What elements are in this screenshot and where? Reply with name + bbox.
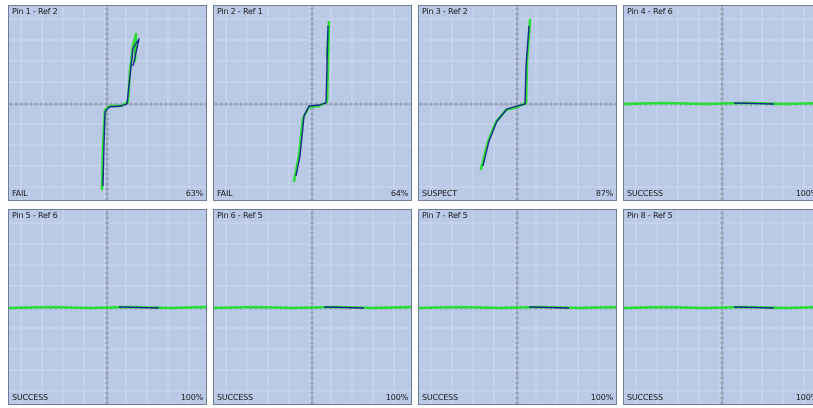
iv-plot xyxy=(419,210,616,404)
panel-status: FAIL xyxy=(217,189,233,198)
iv-plot xyxy=(419,6,616,200)
iv-plot xyxy=(9,6,206,200)
panel-status: SUCCESS xyxy=(12,393,48,402)
measured-trace xyxy=(624,305,813,310)
panel-match-percent: 64% xyxy=(390,189,408,198)
pin-panel[interactable]: Pin 8 - Ref 5 SUCCESS 100% xyxy=(623,209,813,405)
plot-axes xyxy=(9,6,206,200)
panel-status: FAIL xyxy=(12,189,28,198)
panel-match-percent: 100% xyxy=(795,189,813,198)
panel-title: Pin 2 - Ref 1 xyxy=(217,7,263,16)
reference-trace xyxy=(733,306,775,309)
measured-trace xyxy=(419,305,616,310)
panel-title: Pin 1 - Ref 2 xyxy=(12,7,58,16)
panel-title: Pin 3 - Ref 2 xyxy=(422,7,468,16)
reference-trace xyxy=(528,306,570,309)
pin-panel[interactable]: Pin 6 - Ref 5 SUCCESS 100% xyxy=(213,209,412,405)
panel-status: SUCCESS xyxy=(627,189,663,198)
panel-title: Pin 6 - Ref 5 xyxy=(217,211,263,220)
panel-match-percent: 87% xyxy=(595,189,613,198)
iv-plot xyxy=(214,210,411,404)
reference-trace xyxy=(295,25,329,177)
panel-match-percent: 100% xyxy=(385,393,408,402)
plot-axes xyxy=(419,6,616,200)
pin-panel[interactable]: Pin 4 - Ref 6 SUCCESS 100% xyxy=(623,5,813,201)
reference-trace xyxy=(118,306,160,309)
panel-match-percent: 100% xyxy=(590,393,613,402)
measured-trace xyxy=(9,305,206,310)
measured-trace xyxy=(292,20,331,183)
pin-panel[interactable]: Pin 3 - Ref 2 SUSPECT 87% xyxy=(418,5,617,201)
reference-trace xyxy=(102,38,140,187)
reference-trace xyxy=(733,102,775,105)
measured-trace xyxy=(624,101,813,106)
iv-plot xyxy=(9,210,206,404)
panel-status: SUSPECT xyxy=(422,189,457,198)
panel-title: Pin 4 - Ref 6 xyxy=(627,7,673,16)
plot-axes xyxy=(214,6,411,200)
panel-title: Pin 7 - Ref 5 xyxy=(422,211,468,220)
plot-gridlines xyxy=(9,6,206,200)
iv-plot xyxy=(214,6,411,200)
panel-status: SUCCESS xyxy=(422,393,458,402)
panel-title: Pin 8 - Ref 5 xyxy=(627,211,673,220)
iv-plot xyxy=(624,210,813,404)
panel-match-percent: 63% xyxy=(185,189,203,198)
reference-trace xyxy=(482,25,530,167)
pin-panel[interactable]: Pin 7 - Ref 5 SUCCESS 100% xyxy=(418,209,617,405)
measured-trace xyxy=(214,305,411,310)
panel-status: SUCCESS xyxy=(627,393,663,402)
pin-panel[interactable]: Pin 5 - Ref 6 SUCCESS 100% xyxy=(8,209,207,405)
iv-plot xyxy=(624,6,813,200)
panel-match-percent: 100% xyxy=(795,393,813,402)
pin-panel[interactable]: Pin 2 - Ref 1 FAIL 64% xyxy=(213,5,412,201)
panel-title: Pin 5 - Ref 6 xyxy=(12,211,58,220)
panel-match-percent: 100% xyxy=(180,393,203,402)
reference-trace xyxy=(323,306,365,309)
panel-status: SUCCESS xyxy=(217,393,253,402)
pin-panel[interactable]: Pin 1 - Ref 2 FAIL 63% xyxy=(8,5,207,201)
